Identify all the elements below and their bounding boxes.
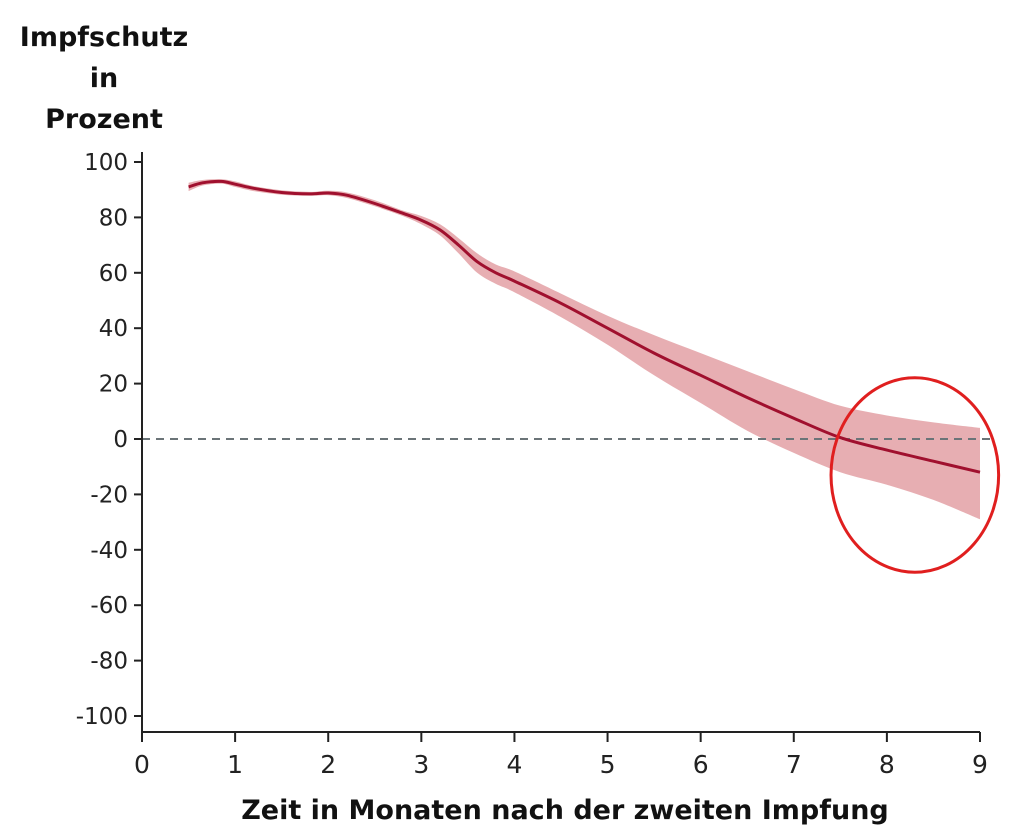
y-tick-label: -40 [90,538,128,564]
confidence-band [188,179,981,520]
y-tick-label: 20 [99,372,128,398]
series-line [188,179,981,474]
x-tick-label: 9 [972,750,988,779]
x-axis-label: Zeit in Monaten nach der zweiten Impfung [241,795,889,826]
y-tick-label: -80 [90,649,128,675]
y-axis-label-line: Impfschutz [20,22,188,53]
y-tick-label: 0 [113,427,128,453]
x-tick-label: 3 [413,750,429,779]
x-tick-label: 8 [879,750,895,779]
x-tick-label: 1 [227,750,243,779]
x-axis-ticks: 0 1 2 3 4 5 6 7 8 9 [134,732,988,779]
y-axis-label-line: Prozent [45,104,163,135]
x-tick-label: 4 [506,750,522,779]
y-tick-label: -100 [76,704,128,730]
y-axis-ticks: 100 80 60 40 20 0 -20 -40 -60 -80 -100 [76,150,142,730]
x-tick-label: 7 [786,750,802,779]
y-tick-label: -20 [90,482,128,508]
y-axis-label-line: in [90,63,118,94]
y-tick-label: -60 [90,593,128,619]
y-tick-label: 40 [99,316,128,342]
x-tick-label: 0 [134,750,150,779]
x-tick-label: 2 [320,750,336,779]
x-tick-label: 6 [693,750,709,779]
axes [141,152,980,733]
y-tick-label: 80 [99,205,128,231]
highlight-ellipse [829,376,1001,574]
x-tick-label: 5 [600,750,616,779]
y-axis-label: Impfschutz in Prozent [20,22,188,135]
y-tick-label: 60 [99,261,128,287]
y-tick-label: 100 [84,150,128,176]
